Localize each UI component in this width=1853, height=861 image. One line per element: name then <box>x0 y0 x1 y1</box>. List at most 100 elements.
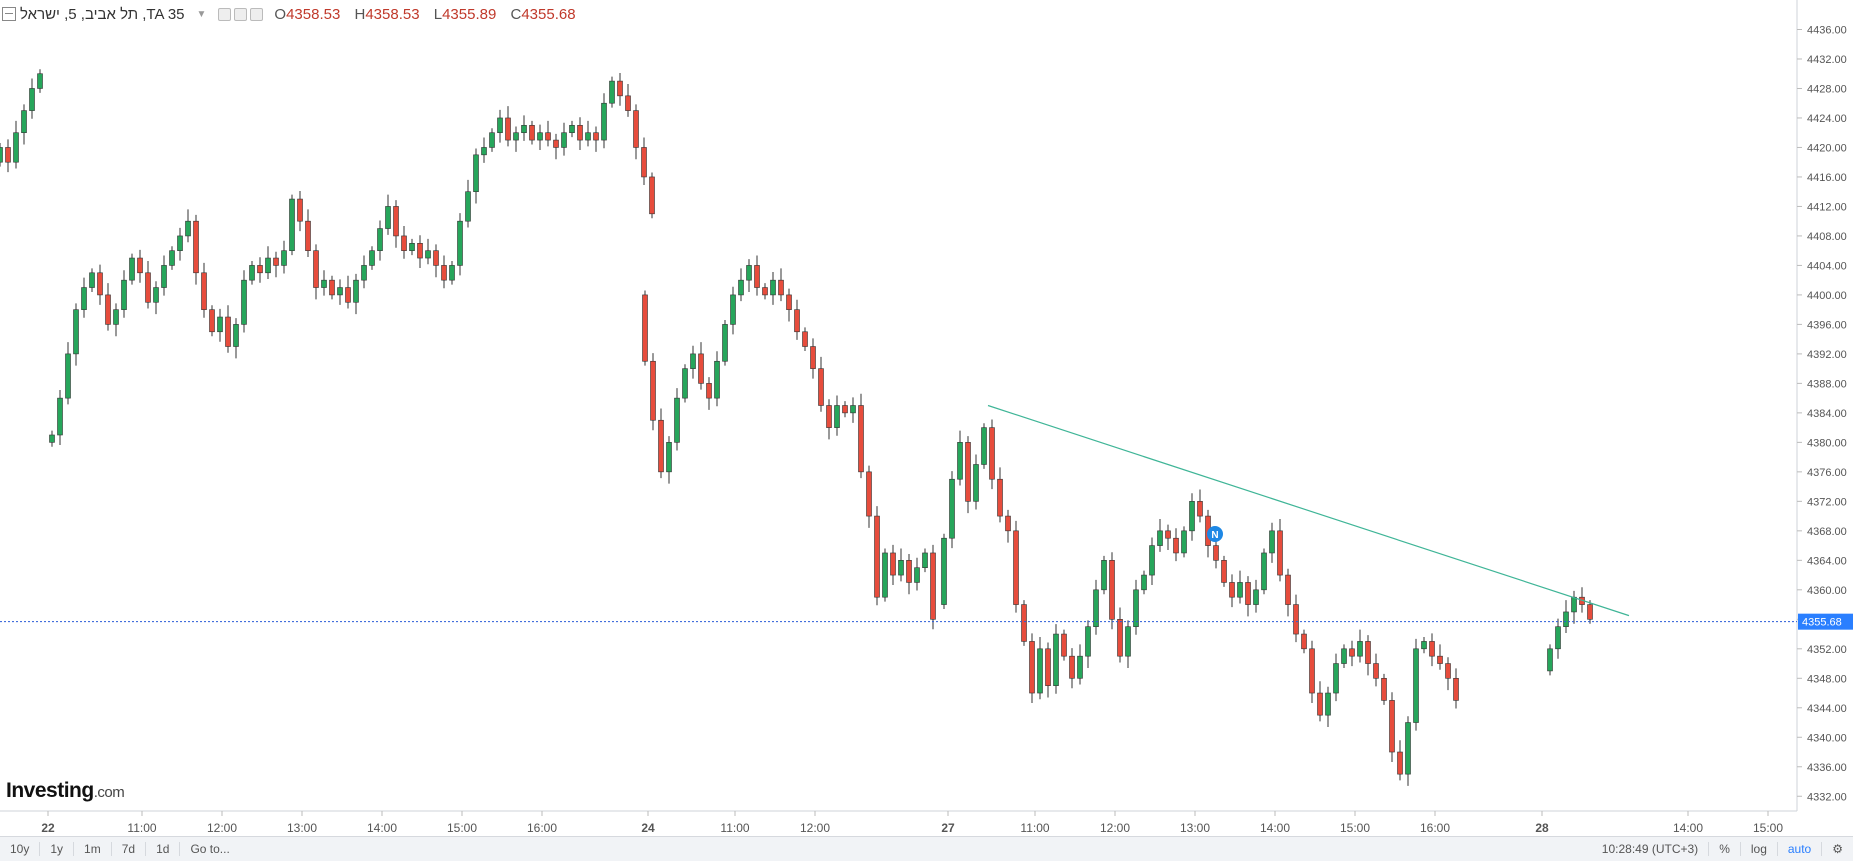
candle-body[interactable] <box>1125 626 1131 657</box>
candle-body[interactable] <box>633 110 639 148</box>
candle-body[interactable] <box>649 176 655 215</box>
candle-body[interactable] <box>1397 751 1403 775</box>
candle-body[interactable] <box>97 272 103 296</box>
candle-body[interactable] <box>5 147 11 163</box>
candle-body[interactable] <box>401 235 407 251</box>
candle-body[interactable] <box>193 220 199 274</box>
hide-icon[interactable] <box>234 7 248 21</box>
candle-body[interactable] <box>802 331 808 347</box>
candle-body[interactable] <box>666 442 672 473</box>
candle-body[interactable] <box>513 132 519 141</box>
candle-body[interactable] <box>1045 648 1051 686</box>
candle-body[interactable] <box>641 147 647 178</box>
candle-body[interactable] <box>1373 663 1379 679</box>
candle-body[interactable] <box>1365 641 1371 664</box>
candle-body[interactable] <box>746 265 752 281</box>
candle-body[interactable] <box>553 139 559 148</box>
candle-body[interactable] <box>201 272 207 310</box>
candle-body[interactable] <box>585 132 591 141</box>
candle-body[interactable] <box>217 316 223 333</box>
candle-body[interactable] <box>249 265 255 281</box>
candle-body[interactable] <box>21 110 27 134</box>
candle-body[interactable] <box>1061 633 1067 657</box>
candle-body[interactable] <box>1587 604 1593 620</box>
candle-body[interactable] <box>1085 626 1091 657</box>
candle-body[interactable] <box>521 125 527 134</box>
candle-body[interactable] <box>930 552 936 620</box>
candle-body[interactable] <box>177 235 183 251</box>
candle-body[interactable] <box>997 478 1003 517</box>
candle-body[interactable] <box>393 206 399 237</box>
candle-body[interactable] <box>914 567 920 583</box>
candle-body[interactable] <box>385 206 391 229</box>
collapse-icon[interactable] <box>2 7 16 21</box>
candle-body[interactable] <box>1213 545 1219 561</box>
candle-body[interactable] <box>1445 663 1451 679</box>
candle-body[interactable] <box>617 80 623 97</box>
candle-body[interactable] <box>505 117 511 141</box>
candle-body[interactable] <box>1389 700 1395 753</box>
candle-body[interactable] <box>890 552 896 576</box>
candle-body[interactable] <box>13 132 19 163</box>
candle-body[interactable] <box>441 265 447 281</box>
candle-body[interactable] <box>377 228 383 251</box>
candle-body[interactable] <box>281 250 287 266</box>
range-1d-button[interactable]: 1d <box>146 842 181 856</box>
candle-body[interactable] <box>786 294 792 310</box>
close-icon[interactable] <box>250 7 264 21</box>
candle-body[interactable] <box>1357 641 1363 657</box>
candle-body[interactable] <box>609 80 615 104</box>
candle-body[interactable] <box>1037 648 1043 694</box>
gear-icon[interactable]: ⚙ <box>1832 842 1843 856</box>
candle-body[interactable] <box>145 272 151 303</box>
symbol-title[interactable]: TA 35, תל אביב, 5, ישראל <box>20 5 185 23</box>
candle-body[interactable] <box>906 560 912 583</box>
candle-body[interactable] <box>129 257 135 281</box>
candle-body[interactable] <box>1269 530 1275 554</box>
candle-body[interactable] <box>273 257 279 266</box>
candle-body[interactable] <box>1333 663 1339 694</box>
candle-body[interactable] <box>858 405 864 473</box>
candle-body[interactable] <box>1157 530 1163 546</box>
candle-body[interactable] <box>738 279 744 296</box>
candle-body[interactable] <box>770 279 776 296</box>
candle-body[interactable] <box>898 560 904 576</box>
candle-body[interactable] <box>1149 545 1155 576</box>
candle-body[interactable] <box>866 471 872 517</box>
candle-body[interactable] <box>658 419 664 473</box>
candle-body[interactable] <box>1189 501 1195 532</box>
candle-body[interactable] <box>1101 560 1107 591</box>
candle-body[interactable] <box>714 360 720 399</box>
candle-body[interactable] <box>545 132 551 141</box>
candle-body[interactable] <box>345 287 351 303</box>
percent-toggle[interactable]: % <box>1709 842 1741 856</box>
candle-body[interactable] <box>1029 641 1035 694</box>
candle-body[interactable] <box>65 353 71 399</box>
candle-body[interactable] <box>1237 582 1243 598</box>
candle-body[interactable] <box>1571 596 1577 613</box>
candle-body[interactable] <box>161 265 167 288</box>
chevron-down-icon[interactable]: ▼ <box>196 8 207 20</box>
candle-body[interactable] <box>1253 589 1259 605</box>
candle-body[interactable] <box>305 220 311 251</box>
candle-body[interactable] <box>762 287 768 296</box>
candle-body[interactable] <box>425 250 431 259</box>
candle-body[interactable] <box>1077 655 1083 679</box>
candle-body[interactable] <box>1245 582 1251 605</box>
candle-body[interactable] <box>37 73 43 89</box>
candle-body[interactable] <box>850 405 856 414</box>
candle-body[interactable] <box>965 442 971 502</box>
candle-body[interactable] <box>0 147 3 163</box>
candle-body[interactable] <box>113 309 119 325</box>
candle-body[interactable] <box>1261 552 1267 591</box>
candle-body[interactable] <box>1117 619 1123 657</box>
range-1m-button[interactable]: 1m <box>74 842 112 856</box>
candle-body[interactable] <box>209 309 215 333</box>
candle-body[interactable] <box>409 243 415 251</box>
candle-body[interactable] <box>49 434 55 443</box>
candle-body[interactable] <box>1405 722 1411 775</box>
candle-body[interactable] <box>289 198 295 251</box>
candle-body[interactable] <box>834 405 840 428</box>
candle-body[interactable] <box>1381 677 1387 701</box>
candle-body[interactable] <box>297 198 303 222</box>
